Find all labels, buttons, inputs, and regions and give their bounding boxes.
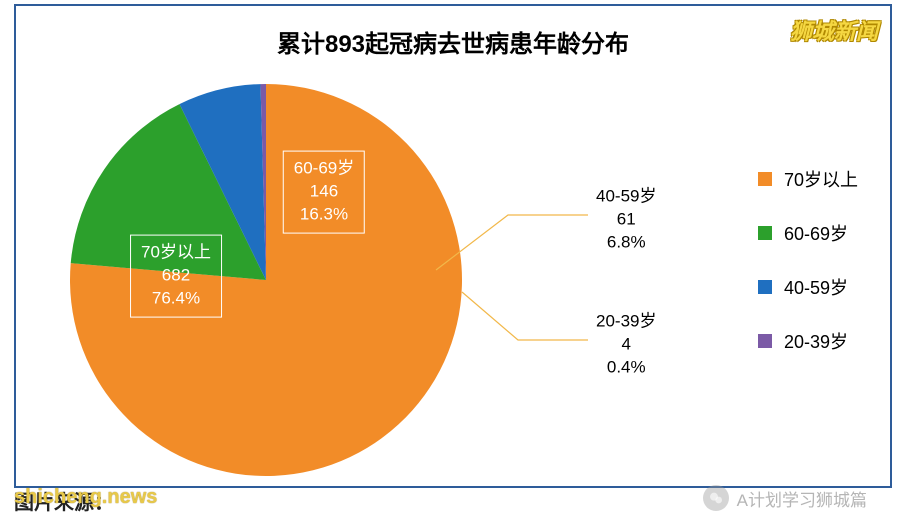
footer-source: 图片来源： shicheng.news xyxy=(14,486,114,515)
legend-item: 20-39岁 xyxy=(758,328,858,354)
legend-swatch xyxy=(758,226,772,240)
slice-label-40-59: 40-59岁 61 6.8% xyxy=(596,186,656,255)
slice-pct: 76.4% xyxy=(141,287,211,310)
legend-label: 40-59岁 xyxy=(784,274,848,300)
legend: 70岁以上 60-69岁 40-59岁 20-39岁 xyxy=(758,166,858,382)
slice-value: 146 xyxy=(294,181,354,204)
pie-chart: 70岁以上 682 76.4% 60-69岁 146 16.3% 40-59岁 … xyxy=(66,80,466,480)
slice-label-60-69: 60-69岁 146 16.3% xyxy=(283,151,365,234)
leader-line xyxy=(462,292,588,340)
slice-pct: 0.4% xyxy=(596,356,656,379)
wechat-icon xyxy=(703,485,729,511)
chart-title: 累计893起冠病去世病患年龄分布 xyxy=(16,24,890,59)
legend-label: 60-69岁 xyxy=(784,220,848,246)
slice-pct: 16.3% xyxy=(294,203,354,226)
legend-label: 20-39岁 xyxy=(784,328,848,354)
slice-label-20-39: 20-39岁 4 0.4% xyxy=(596,311,656,380)
slice-label-70plus: 70岁以上 682 76.4% xyxy=(130,235,222,318)
legend-item: 40-59岁 xyxy=(758,274,858,300)
legend-swatch xyxy=(758,172,772,186)
legend-item: 70岁以上 xyxy=(758,166,858,192)
footer-overlay: shicheng.news xyxy=(14,486,157,509)
slice-pct: 6.8% xyxy=(596,231,656,254)
footer-channel: A计划学习狮城篇 xyxy=(703,485,867,511)
slice-name: 70岁以上 xyxy=(141,242,211,265)
slice-name: 60-69岁 xyxy=(294,158,354,181)
legend-swatch xyxy=(758,280,772,294)
watermark-top-right: 狮城新闻 xyxy=(790,14,878,46)
slice-value: 682 xyxy=(141,265,211,288)
slice-value: 61 xyxy=(596,209,656,232)
slice-name: 20-39岁 xyxy=(596,311,656,334)
chart-frame: 累计893起冠病去世病患年龄分布 狮城新闻 70岁以上 682 76.4% 60… xyxy=(14,4,892,488)
legend-label: 70岁以上 xyxy=(784,166,858,192)
footer-channel-text: A计划学习狮城篇 xyxy=(737,486,867,511)
legend-swatch xyxy=(758,334,772,348)
slice-name: 40-59岁 xyxy=(596,186,656,209)
legend-item: 60-69岁 xyxy=(758,220,858,246)
slice-value: 4 xyxy=(596,334,656,357)
